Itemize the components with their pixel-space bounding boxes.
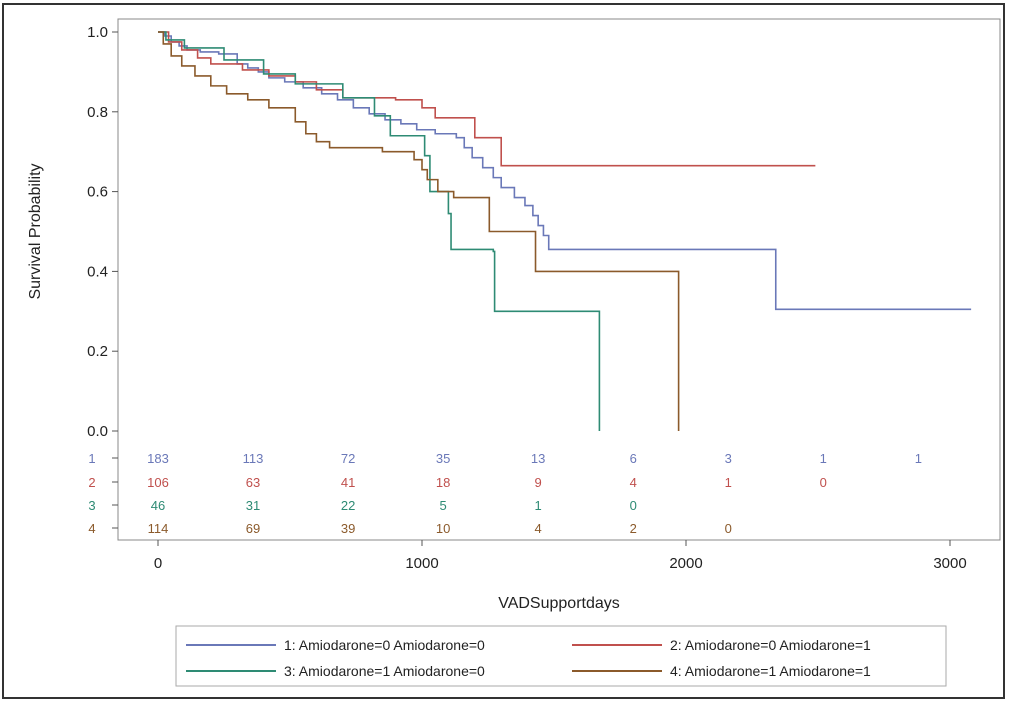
risk-row-label: 4 <box>88 521 95 536</box>
at-risk-count: 35 <box>436 451 450 466</box>
at-risk-count: 6 <box>630 451 637 466</box>
series-line-2 <box>158 31 816 167</box>
y-tick-label: 0.4 <box>87 263 108 280</box>
y-tick-label: 0.0 <box>87 423 108 440</box>
at-risk-count: 1 <box>915 451 922 466</box>
at-risk-count: 1 <box>820 451 827 466</box>
y-axis-title: Survival Probability <box>27 163 44 299</box>
at-risk-count: 0 <box>630 498 637 513</box>
x-tick-label: 3000 <box>933 555 966 572</box>
series-line-1 <box>158 31 972 311</box>
x-axis-title: VADSupportdays <box>498 595 620 612</box>
y-tick-label: 0.8 <box>87 104 108 121</box>
at-risk-count: 18 <box>436 475 450 490</box>
at-risk-count: 0 <box>725 521 732 536</box>
series-line-3 <box>158 31 601 431</box>
legend-entry: 2: Amiodarone=0 Amiodarone=1 <box>670 637 871 653</box>
legend-entry: 3: Amiodarone=1 Amiodarone=0 <box>284 663 485 679</box>
at-risk-count: 41 <box>341 475 355 490</box>
plot-area <box>117 18 1001 541</box>
x-tick-label: 2000 <box>669 555 702 572</box>
at-risk-count: 9 <box>535 475 542 490</box>
at-risk-count: 3 <box>725 451 732 466</box>
at-risk-count: 0 <box>820 475 827 490</box>
legend-entry: 1: Amiodarone=0 Amiodarone=0 <box>284 637 485 653</box>
at-risk-count: 5 <box>440 498 447 513</box>
at-risk-count: 2 <box>630 521 637 536</box>
at-risk-count: 31 <box>246 498 260 513</box>
at-risk-count: 63 <box>246 475 260 490</box>
y-tick-label: 0.2 <box>87 343 108 360</box>
x-tick-label: 1000 <box>405 555 438 572</box>
at-risk-count: 183 <box>147 451 169 466</box>
at-risk-count: 10 <box>436 521 450 536</box>
risk-row-label: 2 <box>88 475 95 490</box>
at-risk-count: 1 <box>725 475 732 490</box>
at-risk-count: 4 <box>630 475 637 490</box>
at-risk-count: 106 <box>147 475 169 490</box>
legend-entry: 4: Amiodarone=1 Amiodarone=1 <box>670 663 871 679</box>
at-risk-count: 4 <box>535 521 542 536</box>
at-risk-count: 22 <box>341 498 355 513</box>
y-tick-label: 0.6 <box>87 184 108 201</box>
figure-frame <box>2 3 1005 699</box>
series-line-4 <box>158 31 680 431</box>
at-risk-count: 46 <box>151 498 165 513</box>
risk-row-label: 1 <box>88 451 95 466</box>
at-risk-count: 69 <box>246 521 260 536</box>
legend-box <box>175 625 947 687</box>
risk-row-label: 3 <box>88 498 95 513</box>
x-tick-label: 0 <box>154 555 162 572</box>
at-risk-count: 113 <box>243 451 264 466</box>
at-risk-count: 39 <box>341 521 355 536</box>
at-risk-count: 1 <box>535 498 542 513</box>
at-risk-count: 72 <box>341 451 355 466</box>
at-risk-count: 114 <box>148 521 169 536</box>
y-tick-label: 1.0 <box>87 24 108 41</box>
at-risk-count: 13 <box>531 451 545 466</box>
